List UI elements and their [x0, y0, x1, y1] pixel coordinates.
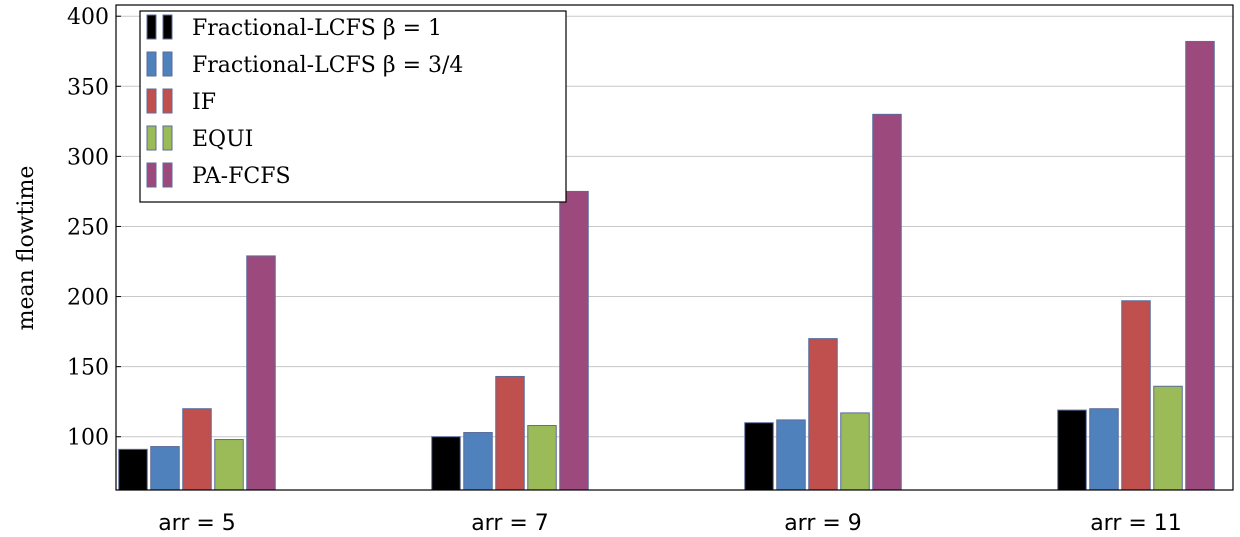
- legend-box: [139, 10, 567, 203]
- y-tick-label: 400: [67, 5, 109, 30]
- y-tick-label: 350: [67, 75, 109, 100]
- bar-arr11-series-4: [1185, 40, 1215, 491]
- y-tick-label: 150: [67, 356, 109, 381]
- legend-swatch: [162, 14, 173, 40]
- legend-swatch: [162, 125, 173, 151]
- legend-label: PA-FCFS: [192, 164, 291, 189]
- x-tick-label: arr = 9: [784, 511, 862, 536]
- legend-label: EQUI: [192, 127, 253, 152]
- bar-arr9-series-0: [744, 422, 774, 491]
- bar-arr5-series-0: [118, 448, 148, 491]
- legend-swatch: [146, 162, 157, 188]
- y-axis-label: mean flowtime: [14, 166, 39, 331]
- y-tick-label: 100: [67, 426, 109, 451]
- bar-arr7-series-2: [495, 375, 525, 491]
- x-tick-label: arr = 5: [158, 511, 236, 536]
- bar-arr9-series-4: [872, 113, 902, 491]
- legend-label: IF: [192, 90, 216, 115]
- bar-arr7-series-3: [527, 425, 557, 491]
- legend-swatch: [162, 51, 173, 77]
- x-tick-label: arr = 7: [471, 511, 549, 536]
- legend-swatch: [162, 88, 173, 114]
- x-tick-label: arr = 11: [1090, 511, 1182, 536]
- y-tick-labels: 100 150 200 250 300 350 400: [67, 5, 121, 451]
- bar-arr5-series-2: [182, 408, 212, 491]
- bar-arr7-series-4: [559, 190, 589, 491]
- legend-swatch: [146, 51, 157, 77]
- bar-arr11-series-3: [1153, 385, 1183, 491]
- y-tick-label: 200: [67, 286, 109, 311]
- legend-label: Fractional-LCFS β = 3/4: [192, 53, 463, 78]
- bar-arr5-series-1: [150, 446, 180, 491]
- bar-arr9-series-2: [808, 338, 838, 491]
- bar-arr11-series-1: [1089, 408, 1119, 491]
- legend-swatch: [146, 14, 157, 40]
- x-tick-labels: arr = 5 arr = 7 arr = 9 arr = 11: [158, 511, 1182, 536]
- legend-swatch: [146, 88, 157, 114]
- y-tick-label: 250: [67, 215, 109, 240]
- legend: Fractional-LCFS β = 1 Fractional-LCFS β =…: [139, 10, 567, 203]
- bar-arr11-series-0: [1057, 409, 1087, 491]
- legend-swatch: [146, 125, 157, 151]
- bar-arr7-series-1: [463, 432, 493, 491]
- bar-arr5-series-3: [214, 439, 244, 491]
- bar-arr5-series-4: [246, 255, 276, 491]
- bar-arr7-series-0: [431, 436, 461, 491]
- bar-arr9-series-1: [776, 419, 806, 491]
- plot-frame: [115, 4, 1234, 491]
- legend-swatch: [162, 162, 173, 188]
- bar-arr9-series-3: [840, 412, 870, 491]
- legend-label: Fractional-LCFS β = 1: [192, 16, 442, 41]
- bars: [118, 40, 1215, 491]
- bar-arr11-series-2: [1121, 300, 1151, 491]
- y-tick-label: 300: [67, 145, 109, 170]
